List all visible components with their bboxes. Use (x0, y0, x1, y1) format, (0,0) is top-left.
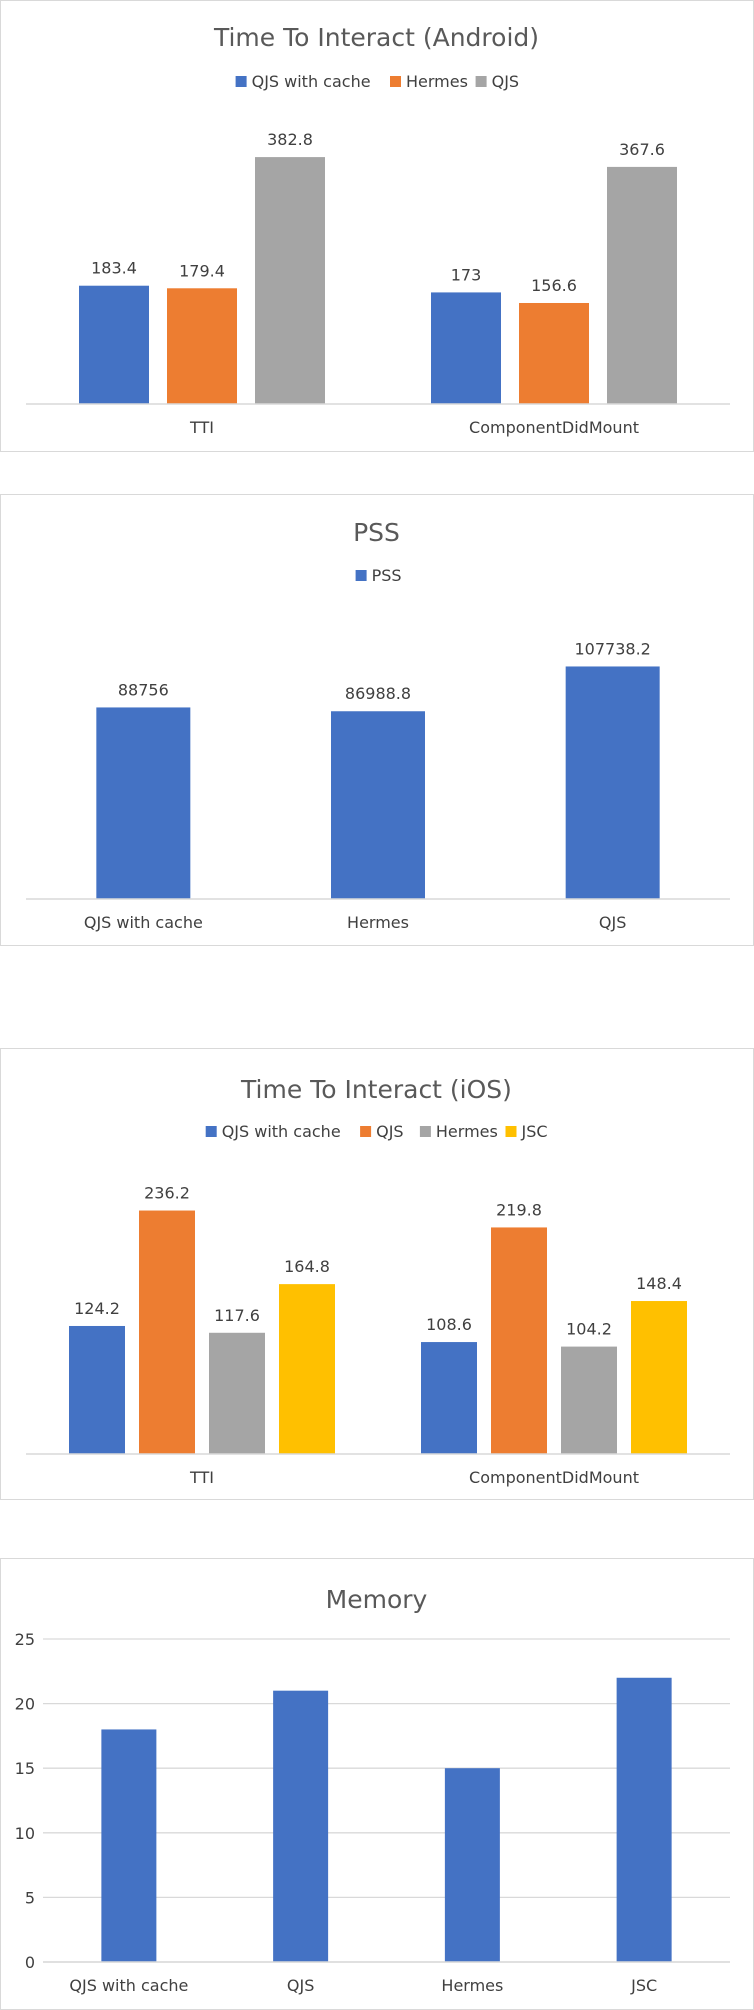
data-label: 148.4 (636, 1274, 682, 1293)
y-tick-label: 5 (25, 1888, 35, 1907)
x-tick-label: QJS with cache (69, 1976, 188, 1995)
legend-swatch (355, 570, 367, 581)
x-tick-label: QJS with cache (84, 913, 203, 932)
chart-pss: PSS PSS 88756 QJS with cache 86988.8 Hermes 10… (26, 518, 730, 932)
bar (631, 1301, 687, 1454)
legend-swatch (505, 1126, 517, 1137)
bar (139, 1210, 195, 1454)
data-label: 179.4 (179, 261, 225, 280)
data-label: 124.2 (74, 1299, 120, 1318)
legend-swatch (419, 1126, 431, 1137)
chart-android-tti: Time To Interact (Android) QJS with cache… (26, 23, 730, 437)
bar (69, 1325, 125, 1454)
x-tick-label: ComponentDidMount (469, 418, 639, 437)
x-tick-label: TTI (189, 418, 214, 437)
y-tick-label: 10 (15, 1824, 35, 1843)
legend-label: QJS with cache (222, 1122, 341, 1141)
x-tick-label: ComponentDidMount (469, 1468, 639, 1487)
data-label: 117.6 (214, 1306, 260, 1325)
bar (607, 166, 677, 404)
legend-label: Hermes (436, 1122, 498, 1141)
chart-panel-memory: Memory 0 5 10 15 20 25 QJS with cache QJS Hermes J… (0, 1558, 754, 2010)
legend-label: PSS (372, 566, 402, 585)
legend-swatch (235, 76, 247, 87)
y-tick-label: 20 (15, 1695, 35, 1714)
chart-title: Time To Interact (Android) (213, 23, 539, 52)
data-label: 108.6 (426, 1315, 472, 1334)
bar (273, 1690, 329, 1962)
y-tick-label: 25 (15, 1630, 35, 1649)
data-label: 183.4 (91, 259, 137, 278)
bar (444, 1768, 500, 1962)
bar (209, 1332, 265, 1454)
legend-swatch (390, 76, 401, 87)
bar (431, 292, 501, 404)
x-tick-label: Hermes (347, 913, 409, 932)
data-label: 173 (451, 265, 482, 284)
x-tick-label: JSC (630, 1976, 657, 1995)
chart-panel-pss: PSS PSS 88756 QJS with cache 86988.8 Hermes 10… (0, 494, 754, 946)
bar (96, 707, 191, 899)
bar (616, 1677, 672, 1962)
bar (561, 1346, 617, 1454)
bar (491, 1227, 547, 1454)
legend-label: QJS (376, 1122, 403, 1141)
chart-title: Time To Interact (iOS) (240, 1075, 512, 1104)
data-label: 219.8 (496, 1200, 542, 1219)
chart-panel-ios-tti: Time To Interact (iOS) QJS with cache QJS H… (0, 1048, 754, 1500)
legend-label: QJS (492, 72, 519, 91)
bar (255, 157, 325, 404)
chart-title: Memory (326, 1585, 428, 1614)
data-label: 236.2 (144, 1184, 190, 1203)
bar (79, 285, 149, 404)
bar (101, 1729, 157, 1962)
x-tick-label: QJS (287, 1976, 314, 1995)
bar (565, 666, 660, 899)
chart-title: PSS (353, 518, 400, 547)
data-label: 88756 (118, 680, 169, 699)
legend-swatch (475, 76, 487, 87)
x-tick-label: TTI (189, 1468, 214, 1487)
data-label: 164.8 (284, 1257, 330, 1276)
data-label: 104.2 (566, 1320, 612, 1339)
x-tick-label: Hermes (441, 1976, 503, 1995)
bar (331, 711, 425, 899)
data-label: 156.6 (531, 276, 577, 295)
bar (421, 1342, 477, 1454)
legend-label: Hermes (406, 72, 468, 91)
bar (167, 288, 237, 404)
data-label: 382.8 (267, 130, 313, 149)
bar (279, 1284, 335, 1454)
chart-panel-android-tti: Time To Interact (Android) QJS with cache… (0, 0, 754, 452)
legend-swatch (360, 1126, 372, 1137)
y-tick-label: 15 (15, 1759, 35, 1778)
chart-memory: Memory 0 5 10 15 20 25 QJS with cache QJS Hermes J… (15, 1585, 730, 1995)
data-label: 86988.8 (345, 684, 411, 703)
legend-label: JSC (521, 1122, 548, 1141)
legend-label: QJS with cache (252, 72, 371, 91)
data-label: 107738.2 (574, 639, 650, 658)
x-tick-label: QJS (599, 913, 626, 932)
chart-ios-tti: Time To Interact (iOS) QJS with cache QJS H… (26, 1075, 730, 1487)
data-label: 367.6 (619, 140, 665, 159)
y-tick-label: 0 (25, 1953, 35, 1972)
legend-swatch (205, 1126, 217, 1137)
bar (519, 302, 589, 404)
